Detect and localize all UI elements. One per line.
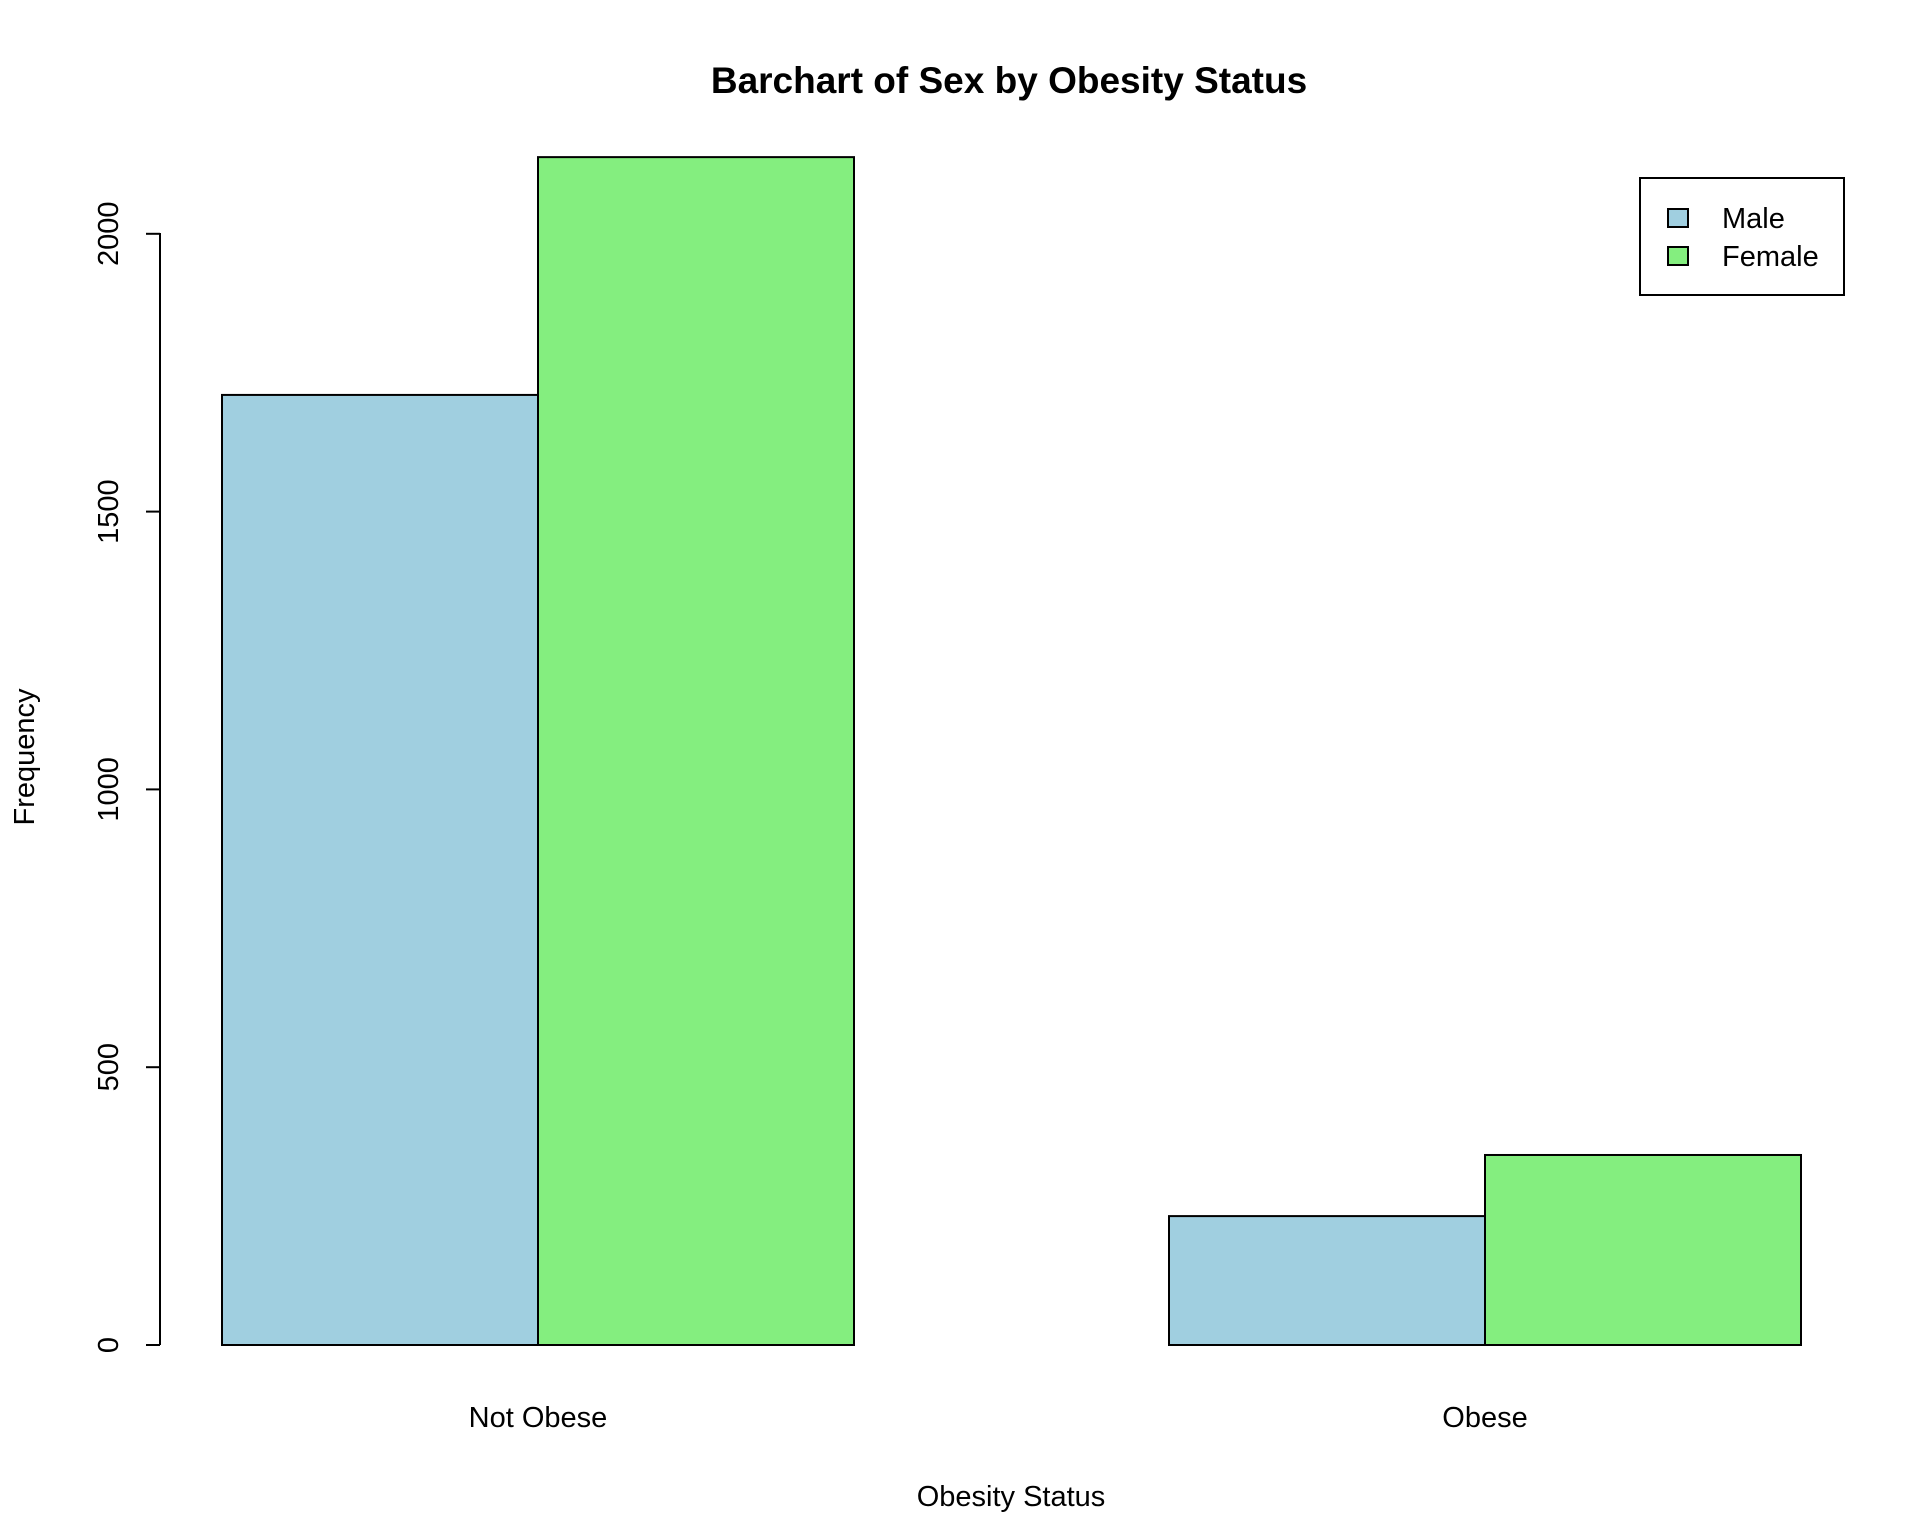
legend-swatch-male (1667, 208, 1689, 228)
legend-box (1639, 177, 1845, 296)
legend-swatch-female (1667, 246, 1689, 266)
y-axis-ticks: 0 500 1000 1500 2000 (93, 202, 160, 1353)
y-tick-label: 0 (93, 1337, 125, 1353)
chart-title: Barchart of Sex by Obesity Status (711, 60, 1307, 101)
x-tick-label: Obese (1442, 1402, 1527, 1434)
bar-female-obese (1484, 1153, 1802, 1346)
y-tick-label: 500 (93, 1043, 125, 1091)
bar-group (221, 156, 1802, 1347)
legend: Male Female (1639, 177, 1845, 296)
x-axis-title: Obesity Status (917, 1481, 1106, 1513)
y-tick-label: 1000 (93, 757, 125, 822)
x-axis-labels: Not Obese Obese (469, 1402, 1528, 1434)
x-tick-label: Not Obese (469, 1402, 608, 1434)
legend-label-male: Male (1722, 203, 1785, 235)
y-tick-label: 1500 (93, 479, 125, 544)
bar-male-obese (1168, 1215, 1486, 1347)
bar-male-not-obese (221, 393, 539, 1346)
bar-female-not-obese (537, 156, 855, 1346)
y-axis-title: Frequency (9, 688, 41, 826)
legend-label-female: Female (1722, 241, 1819, 273)
y-tick-label: 2000 (93, 202, 125, 267)
